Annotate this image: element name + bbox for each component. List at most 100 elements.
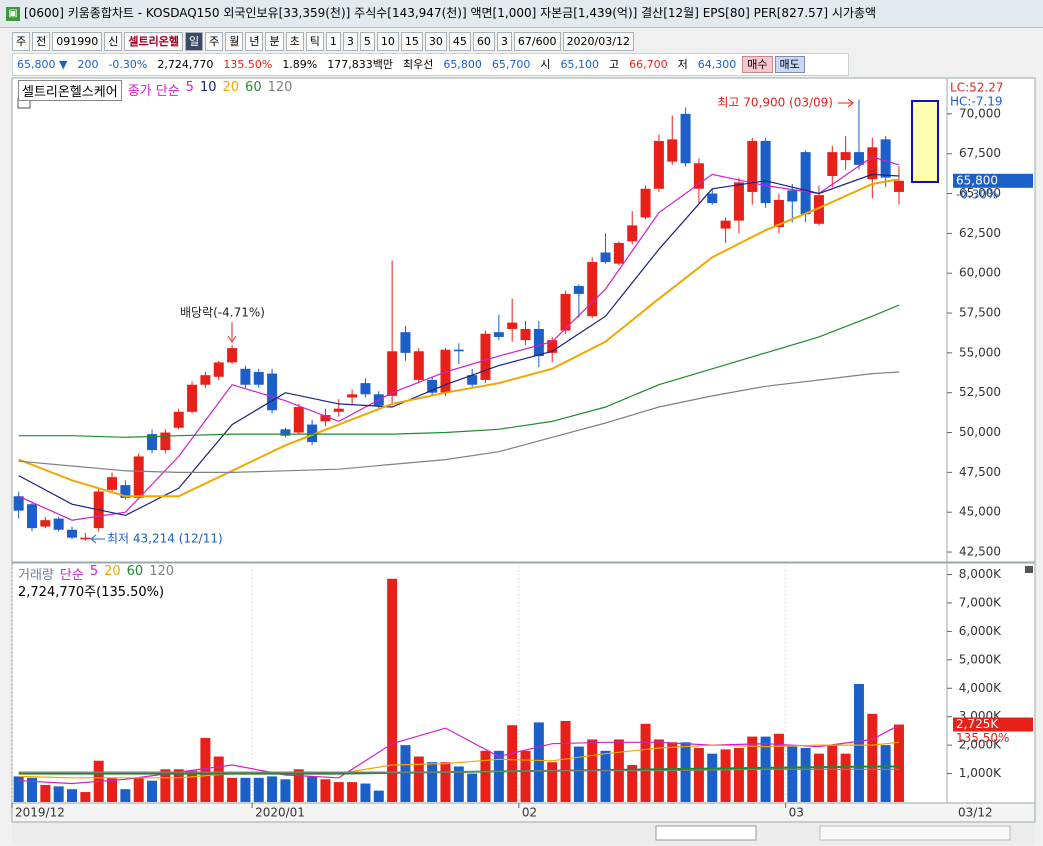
quote-field[interactable]: 65,800 ▼	[17, 58, 68, 71]
y-tick-label: 47,500	[959, 465, 1001, 479]
quote-field[interactable]: 65,100	[560, 58, 600, 71]
moving-average	[18, 304, 900, 438]
toolbar-button[interactable]: 틱	[305, 32, 324, 51]
toolbar-button[interactable]: 분	[265, 32, 284, 51]
annotation-arrow	[90, 534, 105, 544]
order-button[interactable]: 매수	[742, 56, 773, 73]
candle-body	[227, 348, 238, 363]
candle-body	[67, 529, 78, 538]
volume-bar	[867, 713, 878, 802]
quote-field[interactable]: 저	[677, 58, 688, 71]
volume-bar	[520, 750, 531, 802]
y-tick-label: 57,500	[959, 306, 1001, 320]
legend-entry: 60	[245, 80, 262, 95]
toolbar-button[interactable]: 45	[448, 32, 471, 51]
quote-field[interactable]: 최우선	[403, 58, 434, 71]
toolbar-button[interactable]: 091990	[52, 32, 103, 51]
quote-field[interactable]: 1.89%	[282, 58, 318, 71]
y-tick-label: 50,000	[959, 425, 1001, 439]
price-pane	[11, 77, 948, 563]
volume-bar	[240, 777, 251, 802]
toolbar-button[interactable]: 주	[12, 32, 31, 51]
candle-body	[53, 518, 64, 530]
quote-field[interactable]: 65,700	[491, 58, 531, 71]
quote-field[interactable]: 135.50%	[223, 58, 273, 71]
volume-bar	[293, 769, 304, 802]
toolbar-button[interactable]: 3	[496, 32, 512, 51]
volume-bar	[13, 776, 24, 802]
range-label: LC:52.27	[950, 81, 1003, 95]
toolbar-button[interactable]: 60	[472, 32, 495, 51]
quote-field[interactable]: 65,800	[443, 58, 482, 71]
toolbar-button[interactable]: 30	[424, 32, 447, 51]
quote-field[interactable]: 200	[77, 58, 99, 71]
x-tick-label: 2020/01	[255, 806, 305, 820]
candle-body	[280, 429, 291, 436]
candle-body	[520, 328, 531, 341]
toolbar-button[interactable]: 월	[225, 32, 244, 51]
toolbar-button[interactable]: 주	[205, 32, 224, 51]
candle-body	[347, 394, 358, 398]
quote-field[interactable]: 시	[540, 58, 551, 71]
toolbar-button[interactable]: 5	[359, 32, 375, 51]
quote-field[interactable]: -0.30%	[108, 58, 148, 71]
volume-bar	[307, 776, 318, 802]
volume-bar	[200, 738, 211, 802]
volume-summary: 2,724,770주(135.50%)	[18, 585, 165, 600]
candle-body	[200, 375, 211, 385]
legend-entry: 120	[149, 564, 175, 579]
toolbar-button[interactable]: 67/600	[513, 32, 561, 51]
scroll-bar[interactable]	[12, 823, 1035, 845]
volume-bar	[840, 753, 851, 802]
pane-button[interactable]	[1025, 566, 1033, 573]
candle-body	[427, 379, 438, 393]
quote-field[interactable]: 고	[609, 58, 620, 71]
y-tick-label: 62,500	[959, 226, 1001, 240]
toolbar-button[interactable]: 셀트리온헬	[124, 32, 183, 51]
candle-body	[80, 537, 91, 540]
toolbar-button[interactable]: 10	[376, 32, 399, 51]
toolbar-button[interactable]: 2020/03/12	[562, 32, 634, 51]
legend-title: 셀트리온헬스케어	[18, 80, 122, 101]
toolbar-button[interactable]: 년	[245, 32, 264, 51]
quote-field[interactable]: 64,300	[697, 58, 737, 71]
volume-bar	[480, 750, 491, 802]
annotation: 배당락(-4.71%)	[180, 306, 265, 320]
zoom-tools[interactable]	[819, 825, 1011, 841]
y-tick-label: 65,000	[959, 186, 1001, 200]
toolbar-button[interactable]: 일	[184, 32, 204, 51]
volume-bar	[667, 742, 678, 802]
toolbar-button[interactable]: 15	[400, 32, 423, 51]
candle-body	[680, 113, 691, 164]
toolbar-button[interactable]: 1	[325, 32, 341, 51]
toolbar-button[interactable]: 초	[285, 32, 304, 51]
volume-bar	[347, 782, 358, 802]
y-tick-label: 4,000K	[959, 681, 1002, 695]
legend-ma-label: 종가 단순	[127, 84, 180, 99]
volume-bar	[133, 777, 144, 802]
legend-entry: 5	[89, 564, 99, 579]
candle-body	[867, 147, 878, 180]
moving-average	[18, 178, 900, 498]
toolbar-button[interactable]: 전	[32, 32, 51, 51]
volume-bar	[213, 756, 224, 802]
legend-ma-label: 단순	[59, 568, 84, 583]
quote-field[interactable]: 66,700	[629, 58, 668, 71]
scroll-buttons[interactable]	[655, 825, 757, 841]
range-label: HC:-7.19	[950, 95, 1003, 109]
candle-body	[720, 220, 731, 229]
volume-bar	[173, 769, 184, 802]
current-value-label: 65,800	[956, 173, 998, 187]
toolbar-button[interactable]: 신	[104, 32, 123, 51]
current-value-box	[953, 717, 1033, 732]
quote-field[interactable]: 2,724,770	[157, 58, 214, 71]
order-button[interactable]: 매도	[774, 56, 805, 73]
volume-bar	[360, 783, 371, 802]
quote-field[interactable]: 177,833백만	[327, 58, 393, 71]
volume-bar	[640, 723, 651, 802]
volume-bar	[533, 722, 544, 802]
volume-bar	[720, 749, 731, 802]
toolbar-button[interactable]: 3	[342, 32, 358, 51]
